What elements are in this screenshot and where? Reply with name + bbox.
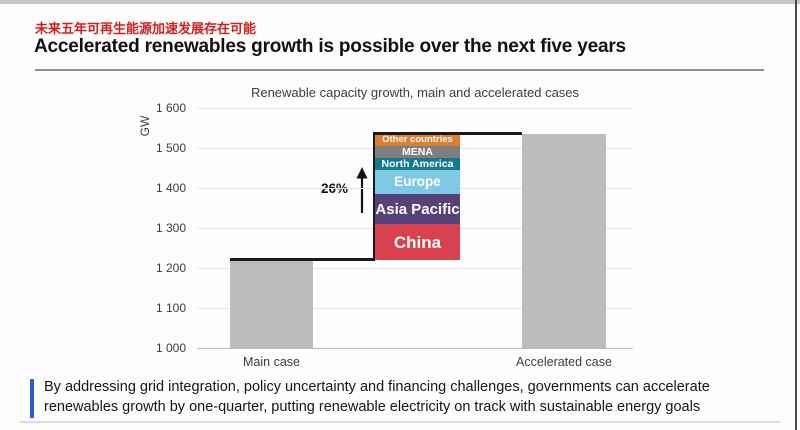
- slide: 未来五年可再生能源加速发展存在可能 Accelerated renewables…: [0, 0, 800, 430]
- photo-right-edge: [795, 0, 797, 430]
- stack-segment-china: China: [375, 224, 460, 260]
- title-divider: [35, 69, 764, 71]
- chinese-title: 未来五年可再生能源加速发展存在可能: [35, 18, 256, 37]
- y-tick-label: 1 500: [128, 141, 186, 155]
- step-line-accelerated-level: [373, 132, 523, 135]
- stack-segment-mena: MENA: [375, 146, 460, 158]
- y-tick-label: 1 000: [128, 341, 186, 355]
- y-tick-label: 1 400: [128, 181, 186, 195]
- x-axis-label: Accelerated case: [494, 355, 634, 369]
- footnote-text: By addressing grid integration, policy u…: [44, 378, 789, 417]
- bar-main-case: [230, 260, 313, 348]
- footnote-accent-bar: [30, 379, 34, 418]
- gridline-1600: [197, 108, 633, 109]
- chart-title: Renewable capacity growth, main and acce…: [197, 85, 633, 100]
- y-tick-label: 1 300: [128, 221, 186, 235]
- step-line-main-level: [230, 258, 375, 261]
- photo-bottom-edge: [20, 421, 780, 423]
- page-title: Accelerated renewables growth is possibl…: [34, 36, 626, 58]
- stack-segment-europe: Europe: [375, 170, 460, 194]
- up-arrow-icon: [354, 167, 370, 215]
- growth-percent-label: 26%: [302, 181, 348, 196]
- footnote-line-2: renewables growth by one-quarter, puttin…: [44, 399, 700, 415]
- y-tick-label: 1 100: [128, 301, 186, 315]
- bar-accelerated-case: [522, 134, 606, 348]
- step-line-vertical: [373, 132, 376, 258]
- y-axis-unit-label: GW: [131, 112, 159, 140]
- y-tick-label: 1 600: [128, 101, 186, 115]
- stack-segment-asia-pacific: Asia Pacific: [375, 194, 460, 224]
- y-tick-label: 1 200: [128, 261, 186, 275]
- footnote-line-1: By addressing grid integration, policy u…: [44, 379, 710, 395]
- stack-segment-other-countries: Other countries: [375, 134, 460, 146]
- x-axis-label: Main case: [202, 355, 342, 369]
- stack-segment-north-america: North America: [375, 158, 460, 170]
- photo-top-edge: [0, 0, 800, 4]
